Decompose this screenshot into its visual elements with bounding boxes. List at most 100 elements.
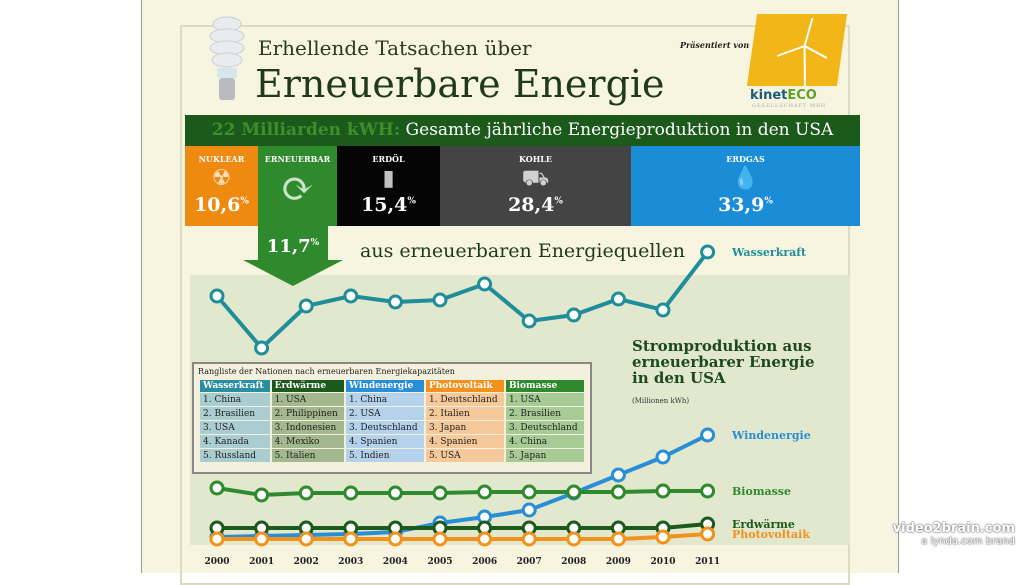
data-point xyxy=(610,291,626,307)
data-point xyxy=(387,531,403,547)
ranking-cell: 3. Deutschland xyxy=(345,421,424,434)
series-label: Windenergie xyxy=(731,429,811,442)
ranking-cell: 1. Deutschland xyxy=(425,393,504,406)
series-label: Erdwärme xyxy=(732,518,795,531)
data-point xyxy=(655,483,671,499)
data-point xyxy=(432,485,448,501)
x-tick-label: 2004 xyxy=(383,557,408,567)
ranking-cell: 3. Indonesien xyxy=(271,421,344,434)
ranking-cell: 2. Italien xyxy=(425,407,504,420)
data-point xyxy=(521,484,537,500)
light-bulb-icon xyxy=(209,16,245,100)
x-tick-label: 2002 xyxy=(294,557,319,567)
x-tick-label: 2006 xyxy=(472,557,497,567)
ranking-cell: 5. Italien xyxy=(271,449,344,462)
ranking-cell: 4. China xyxy=(505,435,584,448)
ranking-cell: 1. USA xyxy=(505,393,584,406)
flame-icon: 💧 xyxy=(731,166,760,191)
ranking-cell: 1. China xyxy=(200,393,270,406)
x-tick-label: 2009 xyxy=(606,557,631,567)
ranking-cell: 2. Philippinen xyxy=(271,407,344,420)
data-point xyxy=(209,480,225,496)
data-point xyxy=(566,484,582,500)
recycle-icon: ⟳ xyxy=(280,166,315,212)
segment-erdoel: ERDÖL ▮ 15,4% xyxy=(337,146,440,226)
data-point xyxy=(655,529,671,545)
series-line-wasserkraft xyxy=(215,250,710,351)
data-point xyxy=(209,288,225,304)
data-point xyxy=(700,427,716,443)
table-row: 1. China 1. USA 1. China 1. Deutschland 1. U… xyxy=(200,393,584,406)
table-row: 4. Kanada 4. Mexiko 4. Spanien 4. Spanien 4.… xyxy=(200,435,584,448)
data-point xyxy=(387,294,403,310)
segment-erdgas: ERDGAS 💧 33,9% xyxy=(631,146,860,226)
data-point xyxy=(432,531,448,547)
data-point xyxy=(298,485,314,501)
data-point xyxy=(298,531,314,547)
header-subtitle: Erhellende Tatsachen über xyxy=(258,36,532,60)
series-line-biomasse xyxy=(216,486,708,498)
x-tick-label: 2007 xyxy=(517,557,542,567)
segment-kohle: KOHLE ⛟ 28,4% xyxy=(440,146,631,226)
ranking-cell: 5. USA xyxy=(425,449,504,462)
ranking-cell: 5. Japan xyxy=(505,449,584,462)
ranking-header: Biomasse xyxy=(505,380,584,392)
coal-cart-icon: ⛟ xyxy=(521,166,550,191)
ranking-title: Rangliste der Nationen nach erneuerbaren… xyxy=(198,367,455,376)
oil-barrel-icon: ▮ xyxy=(382,166,395,191)
data-point xyxy=(477,531,493,547)
banner-text: Gesamte jährliche Energieproduktion in d… xyxy=(405,120,834,140)
data-point xyxy=(521,502,537,518)
ranking-header: Wasserkraft xyxy=(200,380,270,392)
series-label: Photovoltaik xyxy=(732,528,810,541)
logo-text: kinetECO xyxy=(750,88,817,103)
x-tick-label: 2010 xyxy=(650,557,675,567)
ranking-cell: 2. Brasilien xyxy=(200,407,270,420)
banner-highlight: 22 Milliarden kWH: xyxy=(211,120,401,140)
data-point xyxy=(700,244,716,260)
renewable-share: 11,7% xyxy=(258,226,328,260)
data-point xyxy=(343,288,359,304)
header-title: Erneuerbare Energie xyxy=(255,62,665,106)
data-point xyxy=(432,292,448,308)
data-point xyxy=(343,531,359,547)
ranking-cell: 5. Indien xyxy=(345,449,424,462)
data-point xyxy=(610,484,626,500)
ranking-cell: 4. Kanada xyxy=(200,435,270,448)
x-tick-label: 2005 xyxy=(427,557,452,567)
kineteco-logo-wind-turbine-icon xyxy=(746,14,848,87)
segment-nuklear: NUKLEAR ☢ 10,6% xyxy=(185,146,258,226)
series-label: Wasserkraft xyxy=(731,246,807,259)
ranking-cell: 2. Brasilien xyxy=(505,407,584,420)
chart-title: Stromproduktion aus erneuerbarer Energie… xyxy=(632,337,815,387)
ranking-cell: 3. USA xyxy=(200,421,270,434)
ranking-header: Photovoltaik xyxy=(425,380,504,392)
segment-erneuerbar: ERNEUERBAR ⟳ xyxy=(258,146,337,226)
data-point xyxy=(700,526,716,542)
x-tick-label: 2003 xyxy=(338,557,363,567)
ranking-cell: 4. Mexiko xyxy=(271,435,344,448)
x-tick-label: 2008 xyxy=(561,557,586,567)
ranking-cell: 4. Spanien xyxy=(345,435,424,448)
renewable-text: aus erneuerbaren Energiequellen xyxy=(360,240,686,262)
data-point xyxy=(254,487,270,503)
data-point xyxy=(610,467,626,483)
chart-unit: (Millionen kWh) xyxy=(632,397,690,405)
ranking-cell: 3. Deutschland xyxy=(505,421,584,434)
data-point xyxy=(254,531,270,547)
data-point xyxy=(521,531,537,547)
ranking-cell: 2. USA xyxy=(345,407,424,420)
data-point xyxy=(655,449,671,465)
energy-banner: 22 Milliarden kWH: Gesamte jährliche Ene… xyxy=(185,115,860,146)
series-line-erdwärme xyxy=(217,522,708,530)
ranking-cell: 4. Spanien xyxy=(425,435,504,448)
x-tick-label: 2001 xyxy=(249,557,274,567)
data-point xyxy=(209,531,225,547)
ranking-table: Rangliste der Nationen nach erneuerbaren… xyxy=(192,362,592,474)
down-arrow-icon xyxy=(243,260,343,286)
x-tick-label: 2011 xyxy=(695,557,720,567)
data-point xyxy=(387,485,403,501)
data-point xyxy=(566,531,582,547)
radiation-icon: ☢ xyxy=(211,166,232,191)
data-point xyxy=(477,484,493,500)
